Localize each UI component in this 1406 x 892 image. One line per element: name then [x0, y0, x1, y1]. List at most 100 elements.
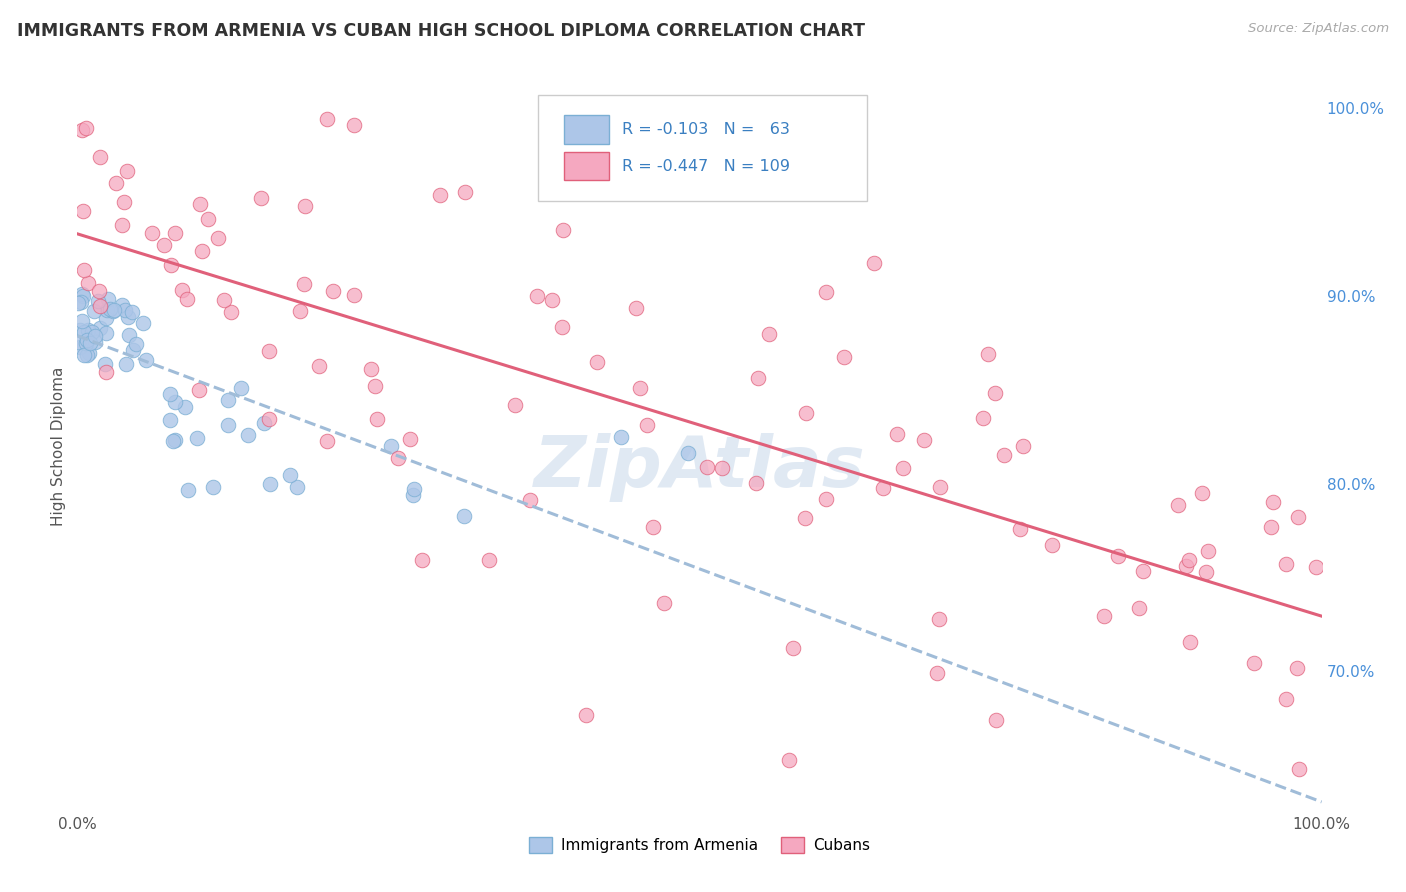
Point [96, 303, 118, 318]
Point [1286, 509, 1309, 524]
Point [758, 326, 780, 341]
Point [117, 310, 139, 324]
Point [111, 218, 134, 232]
Point [1260, 520, 1282, 534]
Point [711, 460, 734, 475]
Point [89, 150, 111, 164]
Point [278, 467, 301, 482]
Point [135, 353, 157, 368]
Text: R = -0.103   N =   63: R = -0.103 N = 63 [623, 122, 790, 137]
Point [257, 343, 280, 358]
Point [1288, 762, 1310, 776]
Point [121, 304, 143, 318]
Point [253, 416, 276, 430]
Point [1040, 539, 1063, 553]
Point [360, 362, 382, 376]
Point [172, 283, 194, 297]
Point [316, 434, 339, 448]
Point [526, 289, 548, 303]
Point [69, 295, 91, 310]
Point [912, 434, 935, 448]
Point [342, 287, 364, 301]
Point [628, 381, 651, 395]
Point [343, 118, 366, 132]
Point [89, 299, 111, 313]
Point [153, 238, 176, 252]
Point [1128, 601, 1150, 615]
Point [221, 305, 243, 319]
Point [863, 255, 886, 269]
Point [778, 753, 800, 767]
Point [177, 483, 200, 497]
Point [111, 298, 134, 312]
Point [69, 323, 91, 337]
Point [429, 188, 451, 202]
Point [1191, 486, 1213, 500]
Point [453, 508, 475, 523]
Point [132, 316, 155, 330]
Point [112, 194, 135, 209]
Point [115, 164, 138, 178]
Point [1107, 549, 1129, 563]
Point [165, 226, 187, 240]
Point [176, 292, 198, 306]
Point [292, 277, 315, 291]
Point [928, 612, 950, 626]
Point [114, 302, 136, 317]
Point [1008, 522, 1031, 536]
Point [1195, 565, 1218, 579]
Point [83, 335, 105, 350]
Point [77, 346, 100, 360]
Point [747, 371, 769, 385]
Point [574, 708, 596, 723]
Point [80, 325, 103, 339]
Point [66, 334, 89, 349]
Point [1178, 634, 1201, 648]
Point [231, 381, 253, 395]
Point [259, 477, 281, 491]
Point [872, 481, 894, 495]
Point [1197, 543, 1219, 558]
Point [97, 292, 120, 306]
Point [893, 460, 915, 475]
Point [1285, 660, 1308, 674]
Point [207, 231, 229, 245]
Point [217, 392, 239, 407]
Point [364, 379, 387, 393]
Point [72, 288, 94, 302]
Point [94, 310, 117, 325]
Point [1178, 553, 1201, 567]
Point [925, 666, 948, 681]
Point [387, 451, 409, 466]
FancyBboxPatch shape [537, 95, 868, 201]
Point [886, 426, 908, 441]
Point [163, 394, 186, 409]
Point [288, 304, 311, 318]
Point [294, 199, 316, 213]
Point [540, 293, 562, 307]
Point [159, 413, 181, 427]
Point [1243, 656, 1265, 670]
Point [794, 511, 817, 525]
Point [87, 285, 110, 299]
Point [70, 287, 93, 301]
Point [103, 302, 125, 317]
Point [643, 520, 665, 534]
FancyBboxPatch shape [564, 152, 609, 180]
Point [316, 112, 339, 126]
Point [1263, 495, 1285, 509]
Point [411, 553, 433, 567]
Point [73, 263, 96, 277]
Point [212, 293, 235, 307]
Point [122, 343, 145, 357]
Point [626, 301, 648, 315]
Point [77, 323, 100, 337]
Point [93, 357, 115, 371]
Point [678, 446, 700, 460]
Point [141, 226, 163, 240]
Point [814, 285, 837, 300]
Point [794, 406, 817, 420]
Point [217, 417, 239, 432]
Point [550, 320, 572, 334]
Point [993, 448, 1015, 462]
